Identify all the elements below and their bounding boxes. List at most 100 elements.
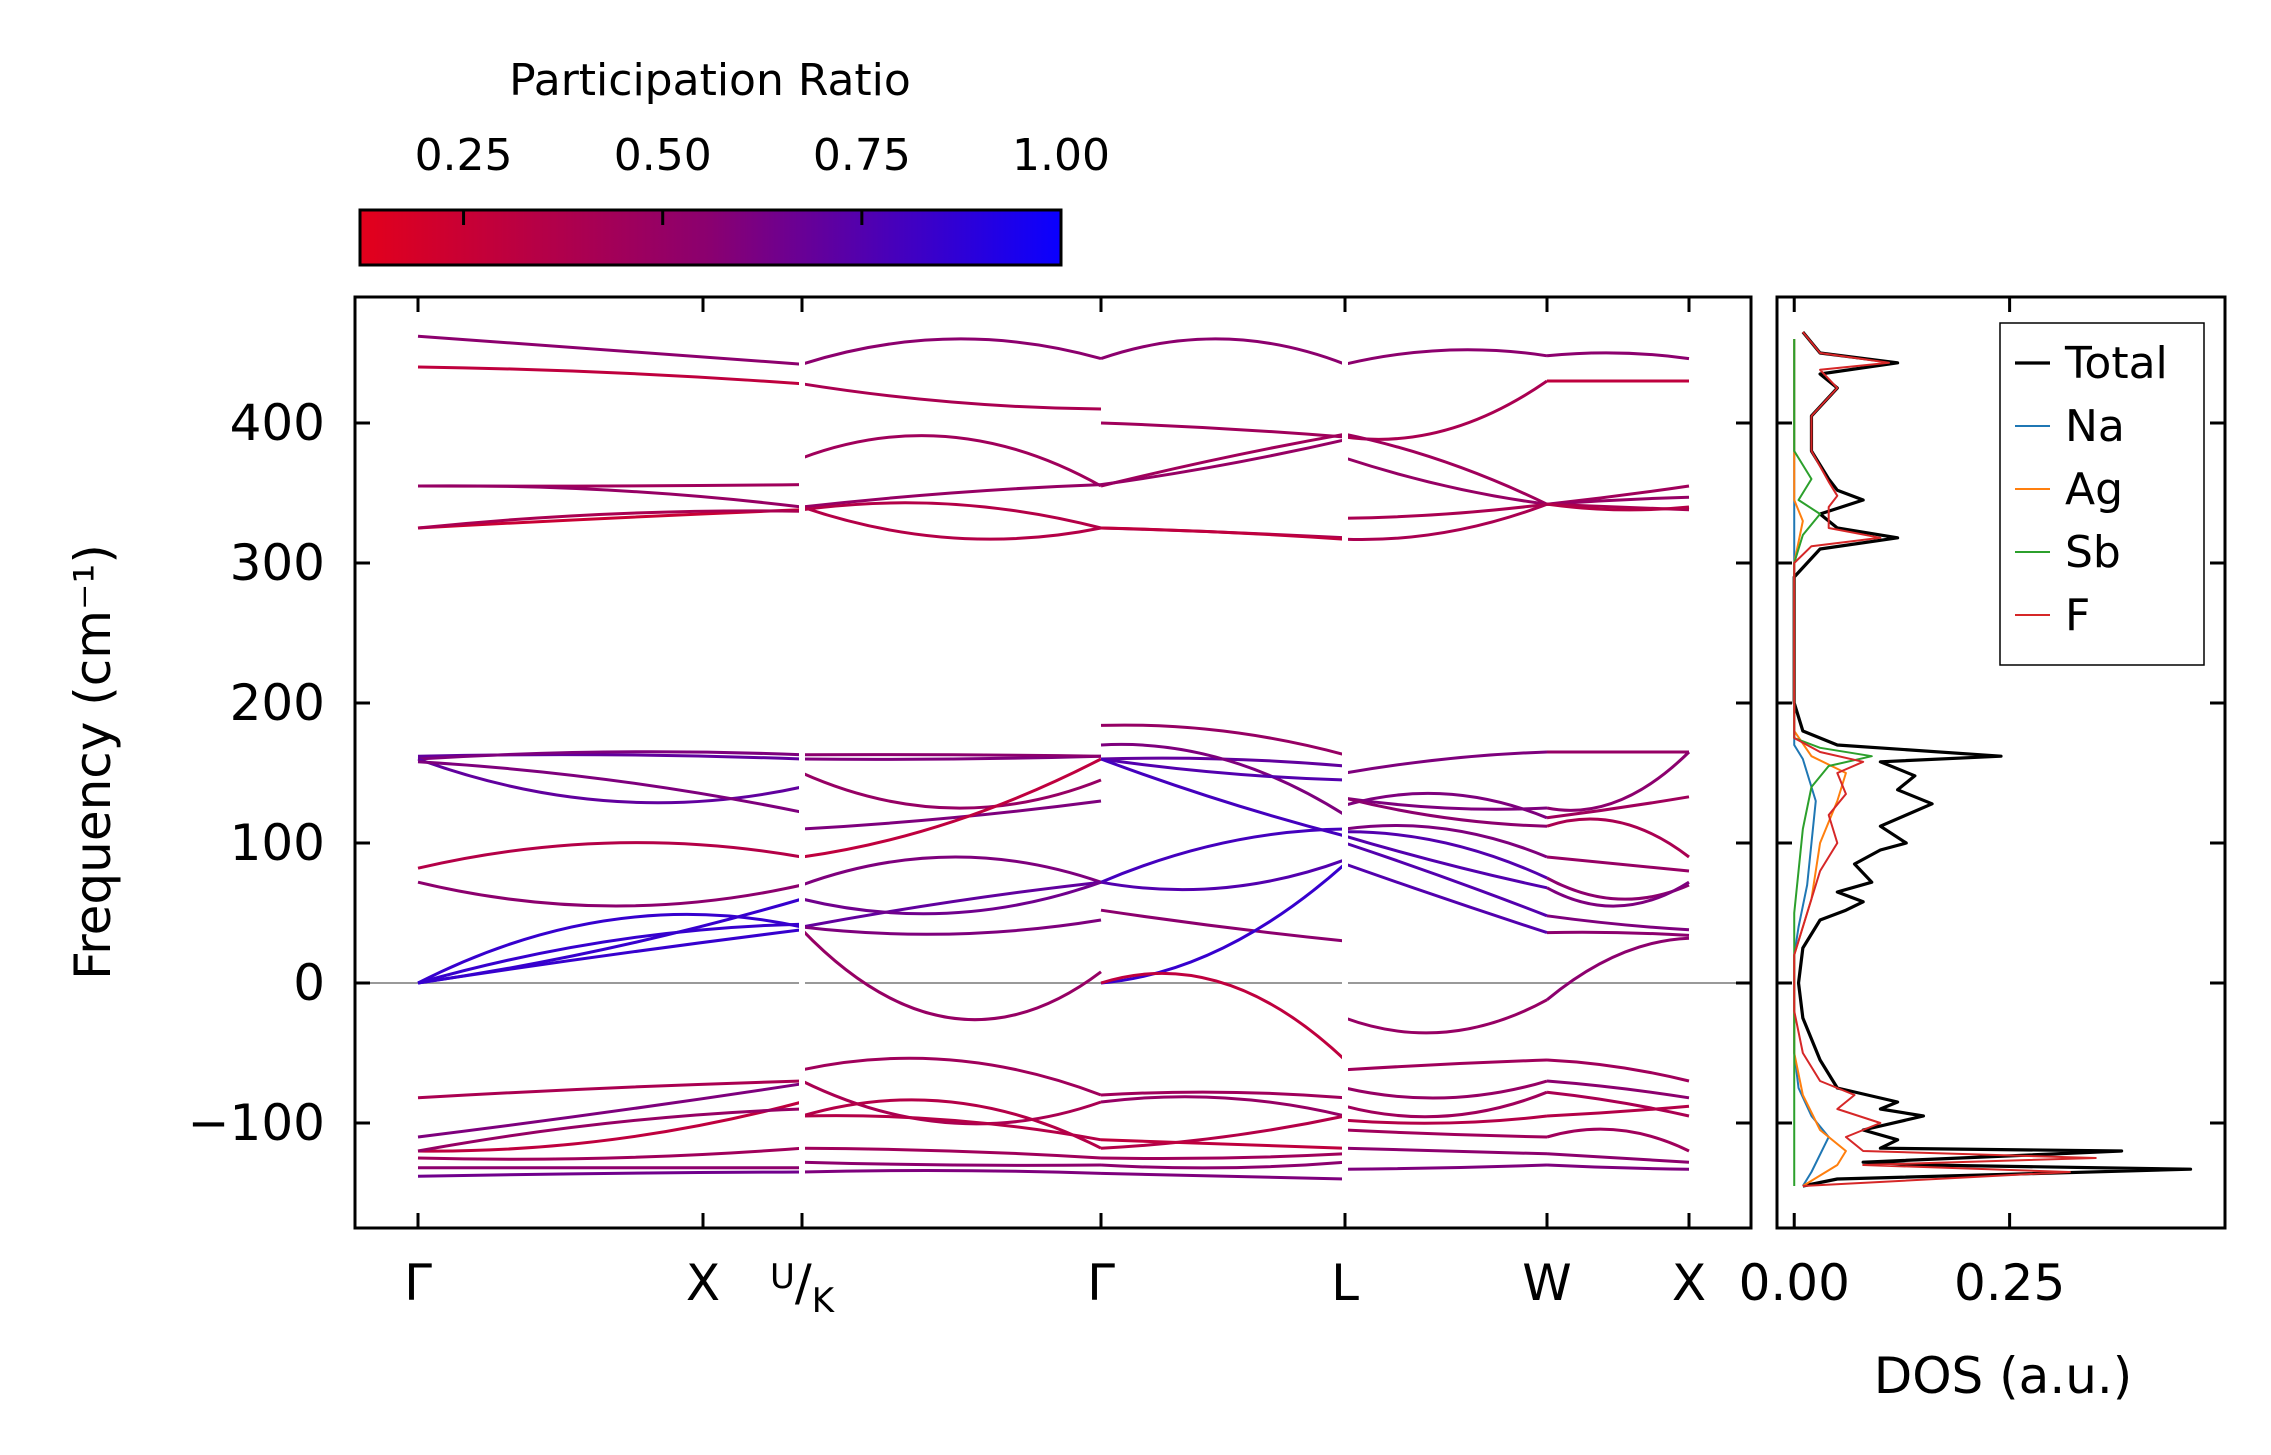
band-19-segment-2 xyxy=(801,1098,1102,1150)
band-10-segment-3 xyxy=(1100,757,1346,782)
band-16-segment-5 xyxy=(1546,936,1690,1001)
dos-axes-frame xyxy=(1775,295,2227,1230)
band-15-segment-3 xyxy=(1100,862,1346,985)
band-6-segment-1 xyxy=(417,509,803,530)
band-1-segment-5 xyxy=(1546,351,1690,361)
band-21-segment-3 xyxy=(1100,1152,1346,1161)
band-4-segment-2 xyxy=(801,483,1102,509)
band-3-segment-3 xyxy=(1100,432,1346,488)
colorbar-ticks: 0.25 0.50 0.75 1.00 xyxy=(415,130,1110,225)
band-11-segment-1 xyxy=(417,841,803,870)
dos-lines xyxy=(1792,330,2193,1188)
dos-x-axis-label: DOS (a.u.) xyxy=(1874,1347,2133,1405)
band-21-segment-5 xyxy=(1546,1127,1690,1153)
band-16-segment-2 xyxy=(800,928,1102,1022)
band-1-segment-2 xyxy=(801,337,1102,366)
band-6-segment-3 xyxy=(1100,526,1346,541)
band-23-segment-4 xyxy=(1344,1163,1548,1171)
y-tick-label-5: 400 xyxy=(230,394,325,452)
band-3-segment-4 xyxy=(1344,432,1548,506)
legend-frame xyxy=(1999,322,2205,666)
band-2-segment-3 xyxy=(1100,421,1346,439)
band-17-segment-3 xyxy=(1100,1090,1346,1100)
band-8-segment-1 xyxy=(417,750,803,761)
dos-x-tick-label-1: 0.25 xyxy=(1954,1254,2065,1312)
colorbar-tick-label-0: 0.25 xyxy=(415,130,513,181)
band-2-segment-4 xyxy=(1344,379,1548,441)
segment-dividers xyxy=(799,297,1348,1228)
legend-label-f: F xyxy=(2065,590,2090,641)
band-13-segment-2 xyxy=(801,880,1102,929)
band-13-segment-5 xyxy=(1546,880,1690,908)
band-18-segment-5 xyxy=(1546,1079,1690,1100)
x-axis-ticks: Γ X U/K Γ L W X xyxy=(404,297,1706,1321)
band-9-segment-1 xyxy=(417,757,803,805)
band-23-segment-2 xyxy=(801,1169,1102,1175)
band-4-segment-3 xyxy=(1100,438,1346,487)
dos-plot: 0.00 0.25 DOS (a.u.) Total Na Ag Sb F xyxy=(1739,295,2227,1405)
band-15-segment-1 xyxy=(417,922,803,985)
band-9-segment-2 xyxy=(801,771,1102,810)
x-tick-label-5: W xyxy=(1522,1254,1571,1312)
legend-entries: Total Na Ag Sb F xyxy=(2015,338,2168,641)
band-19-segment-4 xyxy=(1344,1090,1548,1119)
legend-label-sb: Sb xyxy=(2065,527,2121,578)
band-21-segment-1 xyxy=(417,1146,803,1161)
band-9-segment-4 xyxy=(1344,791,1548,820)
x-tick-label-1: X xyxy=(686,1254,720,1312)
x-tick-label-6: X xyxy=(1672,1254,1706,1312)
band-9-segment-5 xyxy=(1546,795,1690,820)
colorbar-label: Participation Ratio xyxy=(509,55,911,106)
band-20-segment-2 xyxy=(801,1114,1102,1142)
band-22-segment-5 xyxy=(1546,1152,1690,1164)
band-9-segment-3 xyxy=(1100,742,1346,817)
band-11-segment-5 xyxy=(1546,855,1690,873)
band-12-segment-2 xyxy=(801,855,1102,887)
band-2-segment-1 xyxy=(417,365,803,386)
band-7-segment-4 xyxy=(1344,750,1548,775)
band-15-segment-2 xyxy=(801,918,1102,936)
band-14-segment-4 xyxy=(1344,841,1548,918)
legend: Total Na Ag Sb F xyxy=(1999,322,2205,666)
band-4-segment-4 xyxy=(1344,456,1548,506)
band-12-segment-4 xyxy=(1344,830,1548,880)
band-20-segment-4 xyxy=(1344,1114,1548,1125)
band-11-segment-4 xyxy=(1344,824,1548,859)
band-1-segment-4 xyxy=(1344,348,1548,366)
x-tick-label-4: L xyxy=(1331,1254,1359,1312)
band-12-segment-1 xyxy=(417,880,803,908)
band-17-segment-2 xyxy=(801,1056,1102,1097)
band-20-segment-5 xyxy=(1546,1104,1690,1118)
colorbar-gradient xyxy=(358,208,1063,267)
dos-x-tick-label-0: 0.00 xyxy=(1739,1254,1850,1312)
y-axis-label: Frequency (cm⁻¹) xyxy=(64,544,122,980)
band-16-segment-4 xyxy=(1344,998,1548,1035)
band-4-segment-5 xyxy=(1546,495,1690,506)
y-tick-label-0: −100 xyxy=(188,1094,325,1152)
legend-label-na: Na xyxy=(2065,401,2125,452)
band-21-segment-2 xyxy=(801,1146,1102,1160)
legend-label-total: Total xyxy=(2064,338,2168,389)
band-15-segment-5 xyxy=(1546,930,1690,937)
band-19-segment-5 xyxy=(1546,1090,1690,1118)
band-3-segment-2 xyxy=(801,434,1102,488)
band-8-segment-5 xyxy=(1546,750,1691,812)
band-14-segment-3 xyxy=(1100,908,1346,943)
band-8-segment-2 xyxy=(801,753,1102,758)
y-axis-ticks: −100 0 100 200 300 400 xyxy=(188,394,1751,1152)
band-1-segment-1 xyxy=(417,334,803,366)
band-12-segment-3 xyxy=(1100,827,1346,884)
colorbar-tick-label-3: 1.00 xyxy=(1012,130,1110,181)
band-18-segment-3 xyxy=(1100,1095,1346,1118)
band-12-segment-5 xyxy=(1546,876,1690,901)
band-22-segment-3 xyxy=(1100,1160,1346,1170)
band-23-segment-1 xyxy=(417,1170,803,1178)
band-17-segment-4 xyxy=(1344,1058,1548,1072)
band-5-segment-4 xyxy=(1344,502,1548,520)
band-8-segment-3 xyxy=(1100,723,1346,757)
legend-label-ag: Ag xyxy=(2065,464,2123,515)
band-22-segment-2 xyxy=(801,1160,1102,1167)
band-13-segment-1 xyxy=(417,912,803,985)
colorbar-tick-label-1: 0.50 xyxy=(614,130,712,181)
